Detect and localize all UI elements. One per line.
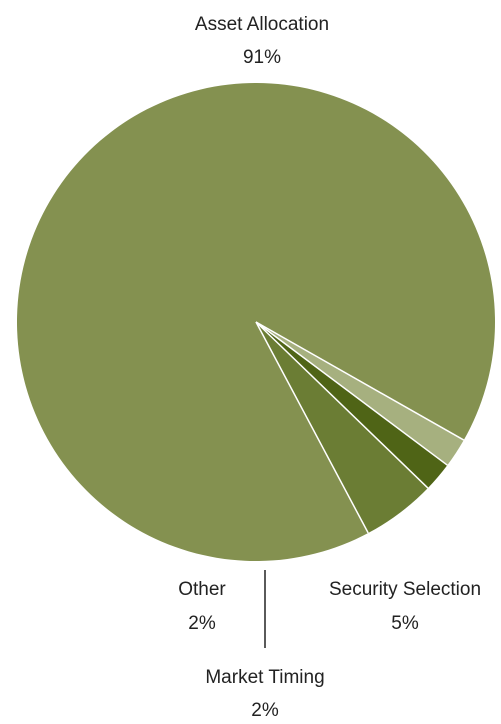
slice-separator-line xyxy=(255,321,448,466)
security-selection-value: 5% xyxy=(391,613,419,634)
other-value: 2% xyxy=(188,613,216,634)
slice-separator-line xyxy=(255,321,369,534)
asset-allocation-label: Asset Allocation xyxy=(195,14,329,35)
pie-slice-market-timing xyxy=(256,322,448,489)
other-label: Other xyxy=(178,579,226,600)
market-timing-value: 2% xyxy=(251,700,279,721)
slice-separator-line xyxy=(255,321,429,489)
pie-slice-security-selection xyxy=(256,322,428,534)
slice-separator-line xyxy=(255,321,465,441)
asset-allocation-value: 91% xyxy=(243,47,281,68)
pie-slice-other xyxy=(256,322,464,466)
security-selection-label: Security Selection xyxy=(329,579,481,600)
market-timing-label: Market Timing xyxy=(205,667,324,688)
slice-separators xyxy=(255,321,465,534)
